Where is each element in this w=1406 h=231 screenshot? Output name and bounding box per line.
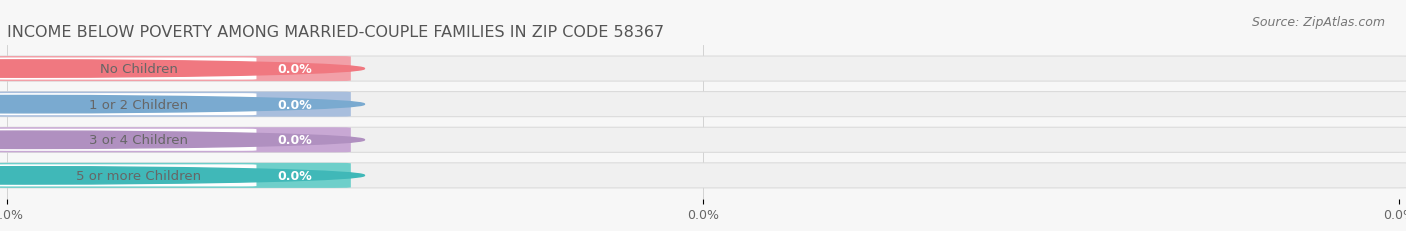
FancyBboxPatch shape bbox=[0, 57, 1406, 82]
FancyBboxPatch shape bbox=[0, 128, 1406, 153]
FancyBboxPatch shape bbox=[0, 163, 352, 188]
FancyBboxPatch shape bbox=[0, 128, 352, 153]
Circle shape bbox=[0, 96, 364, 113]
Circle shape bbox=[0, 167, 364, 184]
FancyBboxPatch shape bbox=[0, 92, 352, 117]
FancyBboxPatch shape bbox=[0, 92, 1406, 117]
FancyBboxPatch shape bbox=[0, 58, 256, 80]
FancyBboxPatch shape bbox=[0, 165, 256, 187]
Text: 0.0%: 0.0% bbox=[277, 169, 312, 182]
FancyBboxPatch shape bbox=[0, 57, 352, 82]
Text: INCOME BELOW POVERTY AMONG MARRIED-COUPLE FAMILIES IN ZIP CODE 58367: INCOME BELOW POVERTY AMONG MARRIED-COUPL… bbox=[7, 24, 664, 40]
Text: Source: ZipAtlas.com: Source: ZipAtlas.com bbox=[1251, 16, 1385, 29]
FancyBboxPatch shape bbox=[0, 129, 256, 151]
Circle shape bbox=[0, 61, 364, 78]
Circle shape bbox=[0, 131, 364, 149]
Text: 0.0%: 0.0% bbox=[277, 98, 312, 111]
Text: 0.0%: 0.0% bbox=[277, 63, 312, 76]
Text: 0.0%: 0.0% bbox=[277, 134, 312, 147]
Text: 1 or 2 Children: 1 or 2 Children bbox=[90, 98, 188, 111]
Text: 5 or more Children: 5 or more Children bbox=[76, 169, 201, 182]
FancyBboxPatch shape bbox=[0, 94, 256, 116]
FancyBboxPatch shape bbox=[0, 163, 1406, 188]
Text: 3 or 4 Children: 3 or 4 Children bbox=[90, 134, 188, 147]
Text: No Children: No Children bbox=[100, 63, 177, 76]
